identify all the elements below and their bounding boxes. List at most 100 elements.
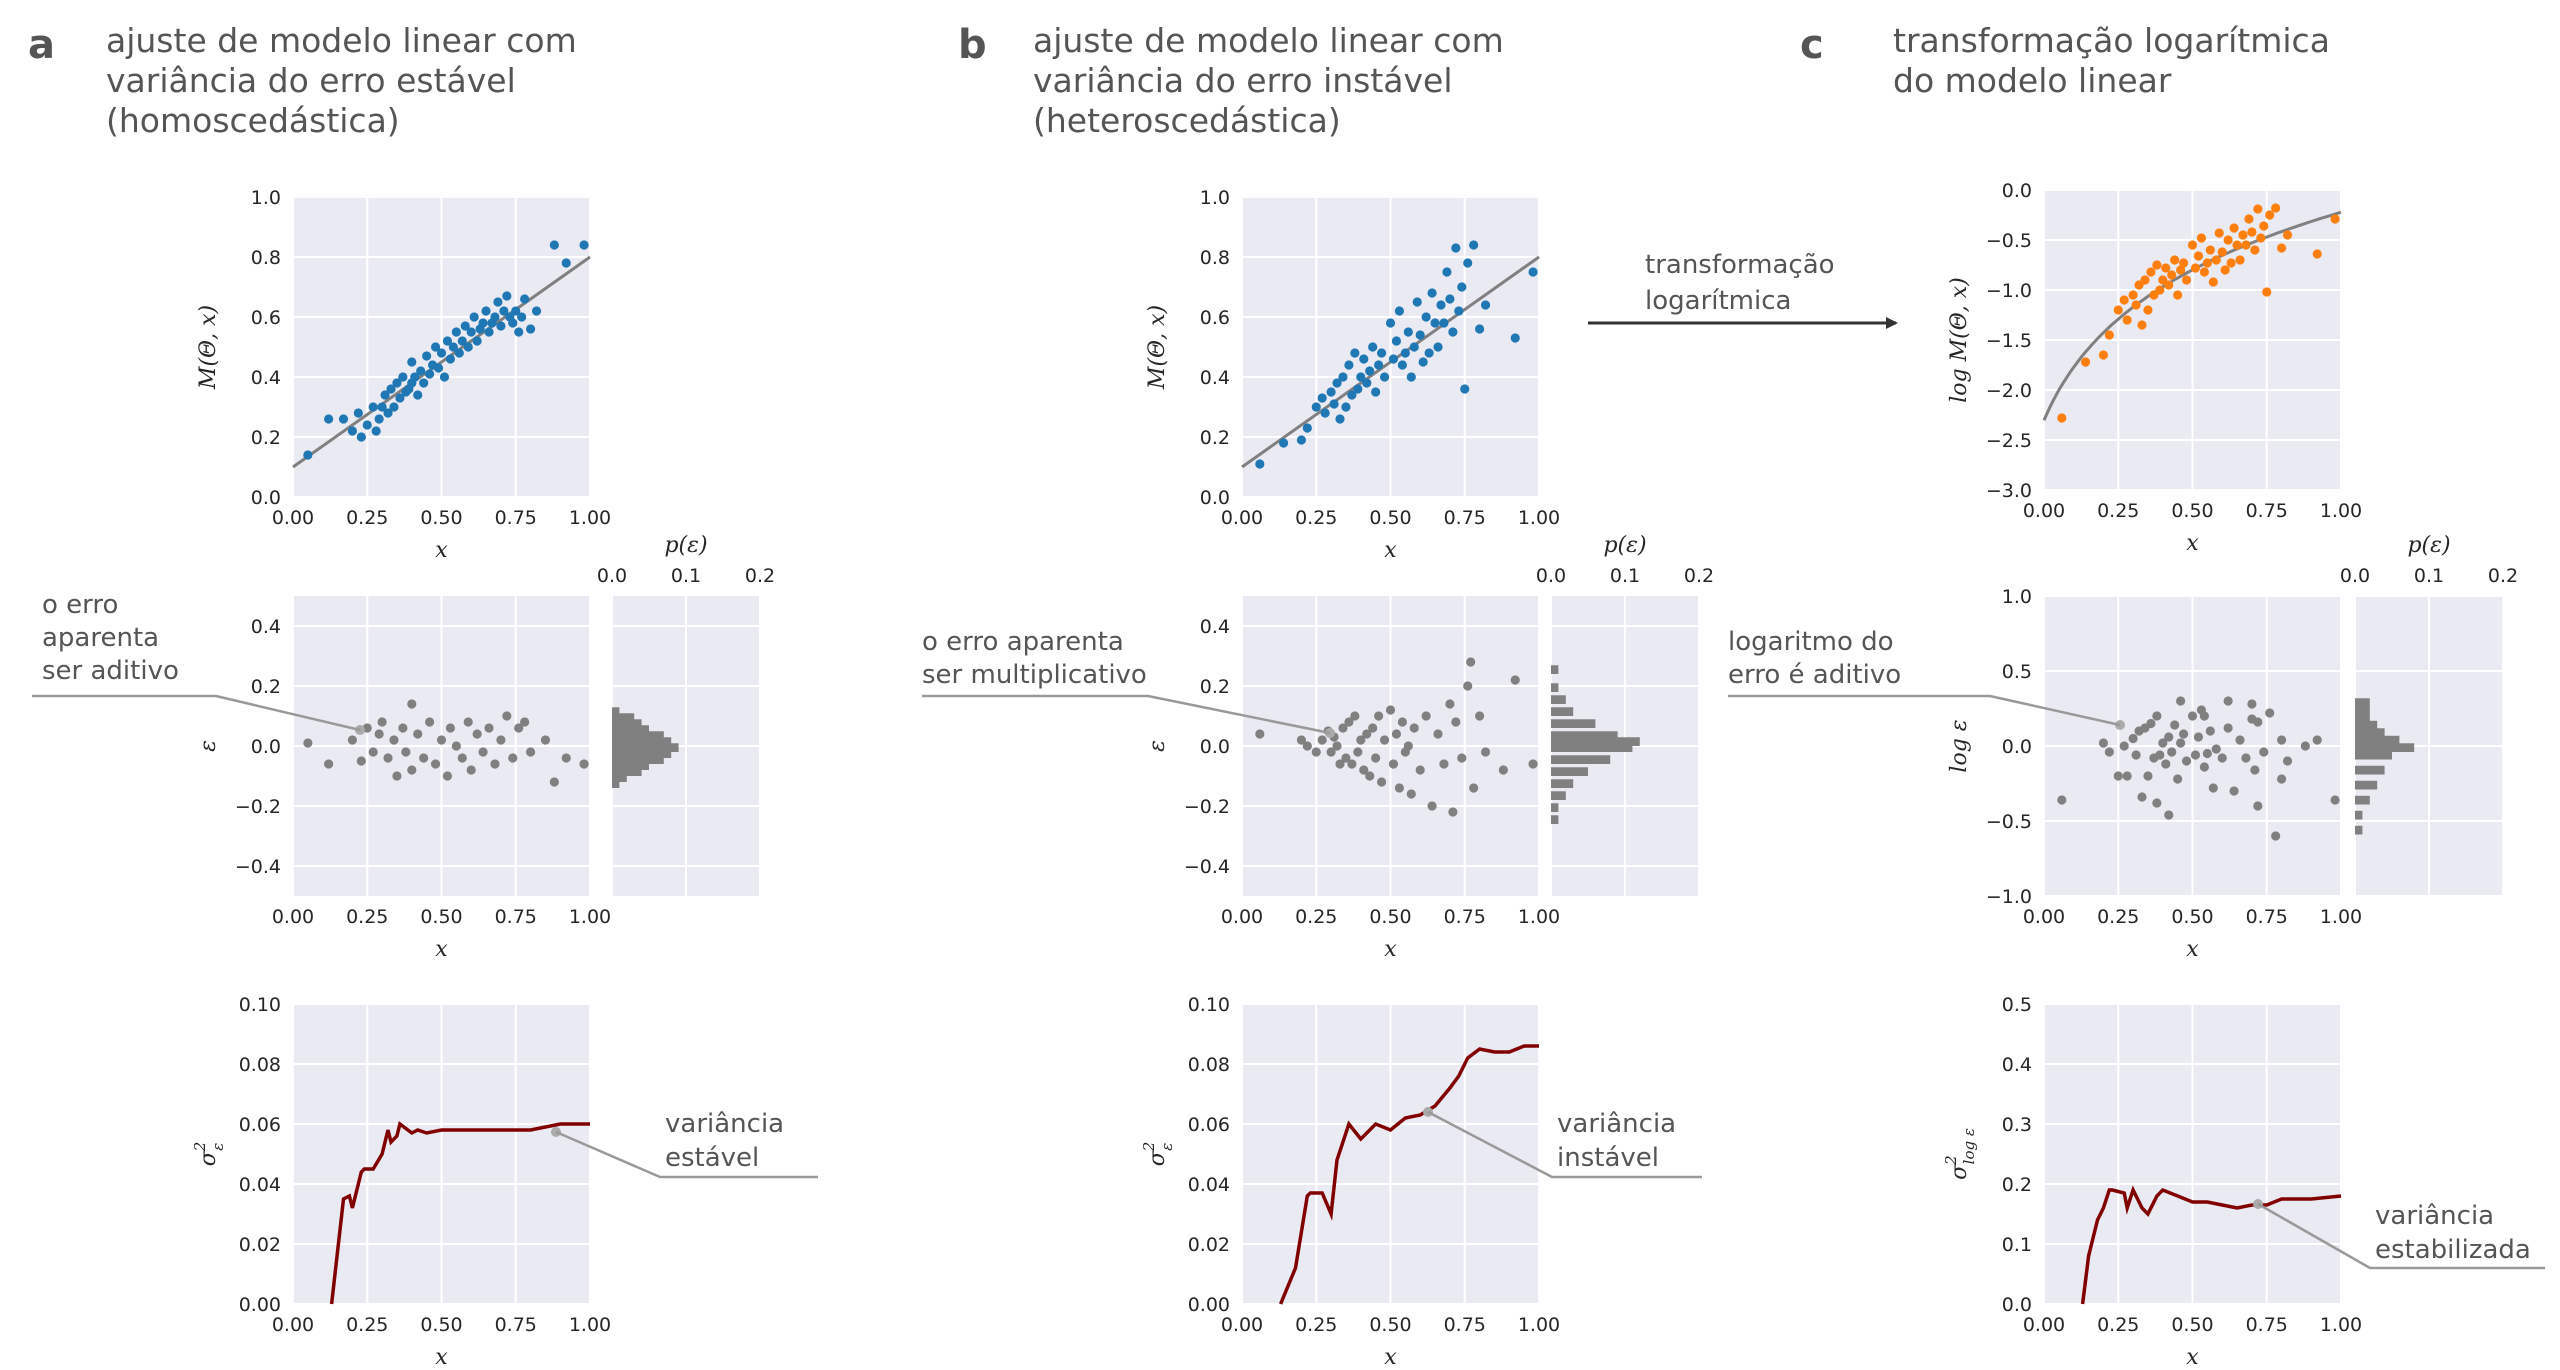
a_var-ytick-label: 0.06: [239, 1114, 281, 1136]
b_resid-point: [1439, 759, 1449, 769]
b_var-ytick-label: 0.06: [1188, 1114, 1230, 1136]
b_fit-point: [1421, 312, 1431, 322]
b_resid-xtick-label: 0.75: [1444, 906, 1486, 928]
b_resid-point: [1332, 741, 1342, 751]
a_resid-point: [419, 753, 429, 763]
annot-a-resid-line-1: o erro: [42, 590, 118, 620]
c_fit-point: [2131, 300, 2141, 310]
c_resid-point: [2205, 726, 2215, 736]
a_fit-point: [395, 393, 405, 403]
c_resid-point: [2330, 795, 2340, 805]
b_var-ytick-label: 0.02: [1188, 1234, 1230, 1256]
c_fit-point: [2167, 270, 2177, 280]
a_resid-point: [383, 753, 393, 763]
b_resid-xtick-label: 1.00: [1518, 906, 1560, 928]
c_resid-point: [2229, 786, 2239, 796]
c_fit-point: [2199, 267, 2209, 277]
c_resid-point: [2152, 711, 2162, 721]
c_resid-point: [2282, 756, 2293, 766]
annot-a-resid-line-2: aparenta: [42, 623, 159, 653]
c_fit-point: [2244, 214, 2254, 224]
annotation-c-var: variância estabilizada: [2257, 1201, 2545, 1270]
annot-b-var-line-2: instável: [1557, 1143, 1659, 1173]
c_fit-point: [2256, 233, 2266, 243]
annot-a-var-line-2: estável: [665, 1143, 759, 1173]
a_fit-point: [499, 306, 509, 316]
c_resid-point: [2211, 744, 2221, 754]
c_resid-point: [2193, 732, 2204, 742]
b_resid-point: [1356, 735, 1366, 745]
c_resid-point: [2235, 735, 2245, 745]
c_var-xtick-label: 0.50: [2171, 1314, 2213, 1336]
b_fit-xtick-label: 1.00: [1518, 507, 1560, 529]
b_resid-xtick-label: 0.00: [1221, 906, 1263, 928]
b_fit-xtick-label: 0.25: [1295, 507, 1337, 529]
a_resid-point: [561, 753, 571, 763]
panel-b-title-line-3: (heteroscedástica): [1033, 101, 1341, 140]
b_resid-hist-bar: [1551, 779, 1574, 788]
annotation-b-resid: o erro aparenta ser multiplicativo: [922, 627, 1331, 735]
b_resid-point: [1385, 705, 1396, 715]
b_resid-hist-bar: [1551, 731, 1618, 740]
c_fit-point: [2312, 249, 2322, 259]
c_resid-point: [2176, 738, 2186, 748]
b_resid-hist-bar: [1551, 719, 1596, 728]
b_fit-point: [1463, 258, 1473, 268]
annot-a-resid-leader: [32, 694, 361, 732]
b_fit-point: [1326, 387, 1336, 397]
a_fit-point: [478, 318, 488, 328]
c_fit-ylabel: log M(Θ, x): [1947, 277, 1972, 402]
a_fit-point: [472, 336, 482, 346]
c_fit-xtick-label: 0.75: [2246, 500, 2288, 522]
b_fit-axes: 0.00 0.25 0.50 0.75 1.00 0.0 0.2 0.4 0.6 0.8 1.0 x M…: [1145, 187, 1560, 563]
a_fit-point: [520, 294, 530, 304]
b_fit-point: [1409, 342, 1419, 352]
c_var-xtick-label: 0.00: [2023, 1314, 2065, 1336]
b_resid-point: [1480, 747, 1491, 757]
b_resid-hist-xtick-label: 0.2: [1684, 565, 1714, 587]
b_fit-point: [1365, 366, 1375, 376]
a_fit-point: [416, 366, 426, 376]
b_fit-point: [1442, 267, 1452, 277]
c_resid-hist-xtick-label: 0.0: [2340, 565, 2370, 587]
a_resid-ytick-label: 0.4: [251, 616, 281, 638]
panel-b-title-line-2: variância do erro instável: [1033, 61, 1453, 100]
b_fit-point: [1510, 333, 1520, 343]
b_fit-point: [1406, 372, 1416, 382]
a_fit-point: [517, 312, 527, 322]
b_fit-point: [1400, 348, 1410, 358]
c_fit-ytick-label: −3.0: [1986, 480, 2032, 502]
a_resid-hist-bar: [612, 779, 620, 788]
a_fit-point: [531, 306, 542, 316]
b_fit-point: [1528, 267, 1538, 277]
b_resid-point: [1255, 729, 1265, 739]
b_var-xtick-label: 0.25: [1295, 1314, 1337, 1336]
b_resid-point: [1341, 753, 1351, 763]
a_resid-point: [496, 735, 506, 745]
c_resid-point: [2164, 810, 2174, 820]
c_resid-hist-xtick-label: 0.1: [2414, 565, 2444, 587]
c_resid-xtick-label: 1.00: [2320, 906, 2362, 928]
b_fit-point: [1451, 243, 1461, 253]
c_fit-point: [2253, 204, 2263, 214]
a_fit-axes: 0.00 0.25 0.50 0.75 1.00 0.0 0.2 0.4 0.6 0.8 1.0 x M…: [196, 187, 611, 563]
panel-letter-a: a: [28, 22, 55, 68]
c_fit-point: [2232, 240, 2242, 250]
c_resid-point: [2152, 798, 2162, 808]
c_resid-point: [2259, 747, 2269, 757]
a_fit-point: [347, 426, 357, 436]
a_resid-point: [430, 759, 441, 769]
a_resid-hist-xtick-label: 0.1: [671, 565, 701, 587]
c_fit-point: [2181, 275, 2192, 285]
c_fit-point: [2155, 285, 2165, 295]
a_fit-point: [463, 342, 473, 352]
b_var-xlabel: x: [1384, 1345, 1397, 1370]
a_resid-ytick-label: 0.2: [251, 676, 281, 698]
b_fit-xtick-label: 0.50: [1369, 507, 1411, 529]
a_resid-point: [520, 717, 530, 727]
c_resid-ylabel: log ε: [1947, 719, 1972, 772]
c_resid-point: [2253, 717, 2263, 727]
b_resid-hist-bar: [1551, 683, 1559, 692]
a_var-ytick-label: 0.00: [239, 1294, 281, 1316]
b_resid-point: [1403, 741, 1413, 751]
